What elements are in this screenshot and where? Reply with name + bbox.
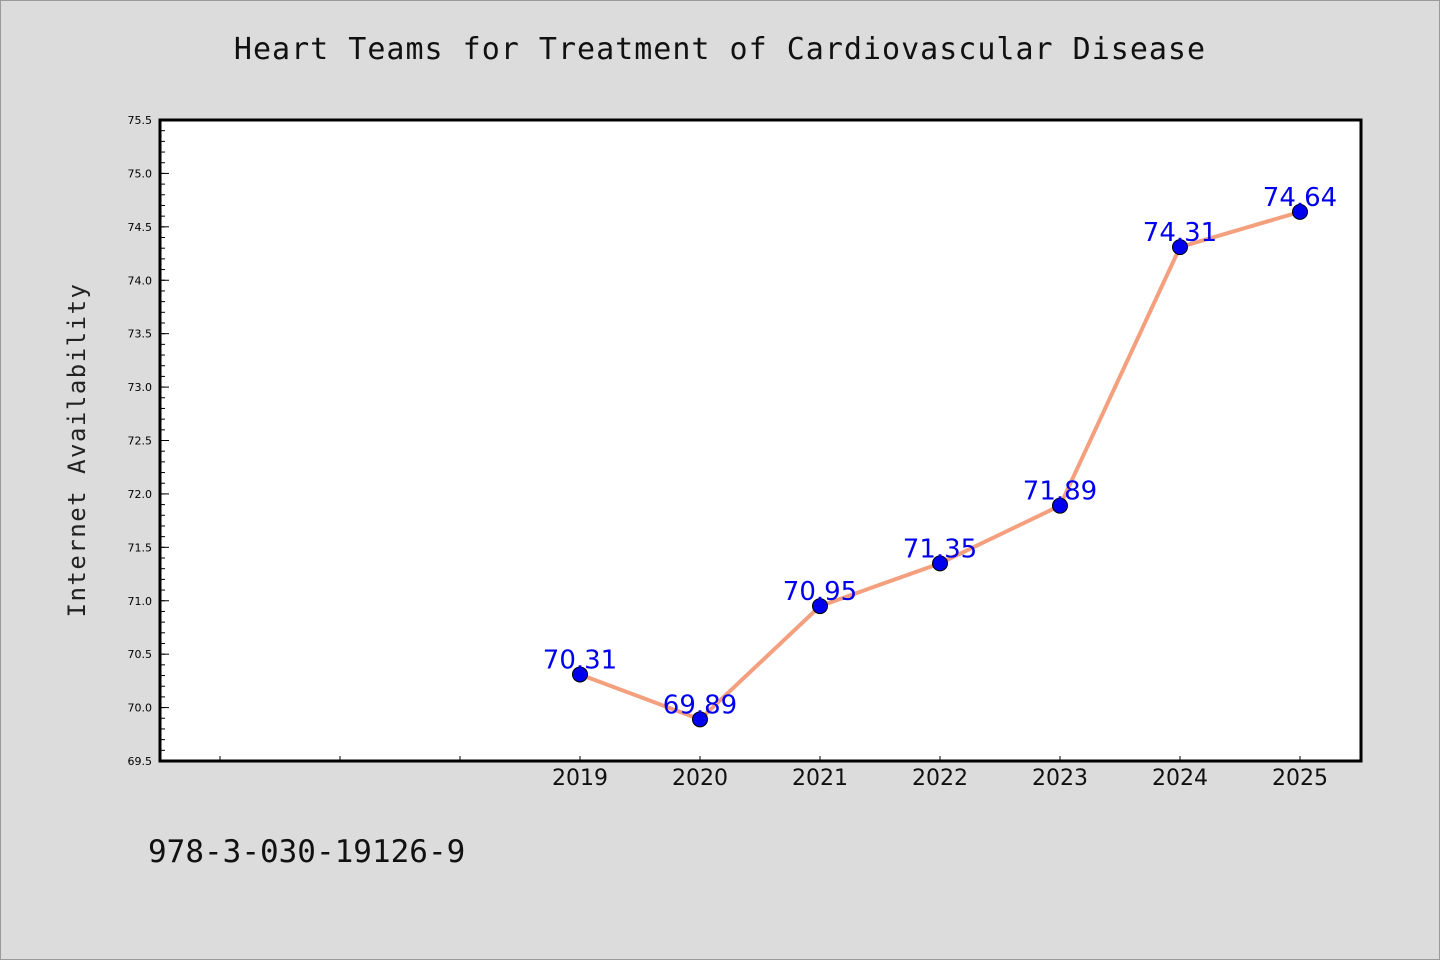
plot-area (160, 120, 1361, 761)
y-tick-label: 71.5 (128, 541, 153, 554)
x-tick-label: 2020 (672, 766, 728, 791)
y-tick-label: 73.0 (128, 381, 153, 394)
data-point (932, 555, 948, 572)
data-label: 74.64 (1263, 183, 1337, 213)
x-tick-label: 2021 (792, 766, 848, 791)
y-tick-label: 71.0 (128, 595, 153, 608)
data-label: 71.35 (903, 534, 977, 564)
data-markers (572, 203, 1308, 728)
y-tick-label: 70.5 (128, 648, 153, 661)
x-tick-label: 2025 (1272, 766, 1328, 791)
y-tick-label: 74.5 (128, 221, 153, 234)
data-labels: 70.31 69.89 70.95 71.35 71.89 74.31 74.64 (543, 183, 1337, 720)
data-label: 70.95 (783, 577, 857, 607)
data-point (1172, 239, 1188, 256)
y-tick-label: 75.0 (128, 167, 153, 180)
y-tick-label: 72.0 (128, 488, 153, 501)
y-axis-ticks: 69.5 70.0 70.5 71.0 71.5 72.0 72.5 73.0 73.5 74.0… (128, 114, 169, 768)
data-label: 69.89 (663, 690, 737, 720)
plot-border (158, 118, 1363, 763)
x-axis-ticks: 2019 2020 2021 2022 2023 2024 2025 (219, 756, 1328, 791)
y-tick-label: 74.0 (128, 274, 153, 287)
data-point (572, 666, 588, 683)
x-tick-label: 2023 (1032, 766, 1088, 791)
y-tick-label: 72.5 (128, 435, 153, 448)
chart-title: Heart Teams for Treatment of Cardiovascu… (233, 32, 1207, 67)
data-label: 70.31 (543, 645, 617, 675)
footer-code: 978-3-030-19126-9 (148, 834, 466, 870)
data-label: 71.89 (1023, 477, 1097, 507)
x-tick-label: 2024 (1152, 766, 1208, 791)
data-point (1292, 203, 1308, 220)
x-tick-label: 2019 (552, 766, 608, 791)
y-tick-label: 70.0 (128, 702, 153, 715)
x-tick-label: 2022 (912, 766, 968, 791)
data-label: 74.31 (1143, 218, 1217, 248)
y-tick-label: 69.5 (128, 755, 153, 768)
data-point (692, 711, 708, 728)
data-point (812, 598, 828, 615)
data-point (1052, 497, 1068, 514)
y-tick-label: 75.5 (128, 114, 153, 127)
y-tick-label: 73.5 (128, 328, 153, 341)
